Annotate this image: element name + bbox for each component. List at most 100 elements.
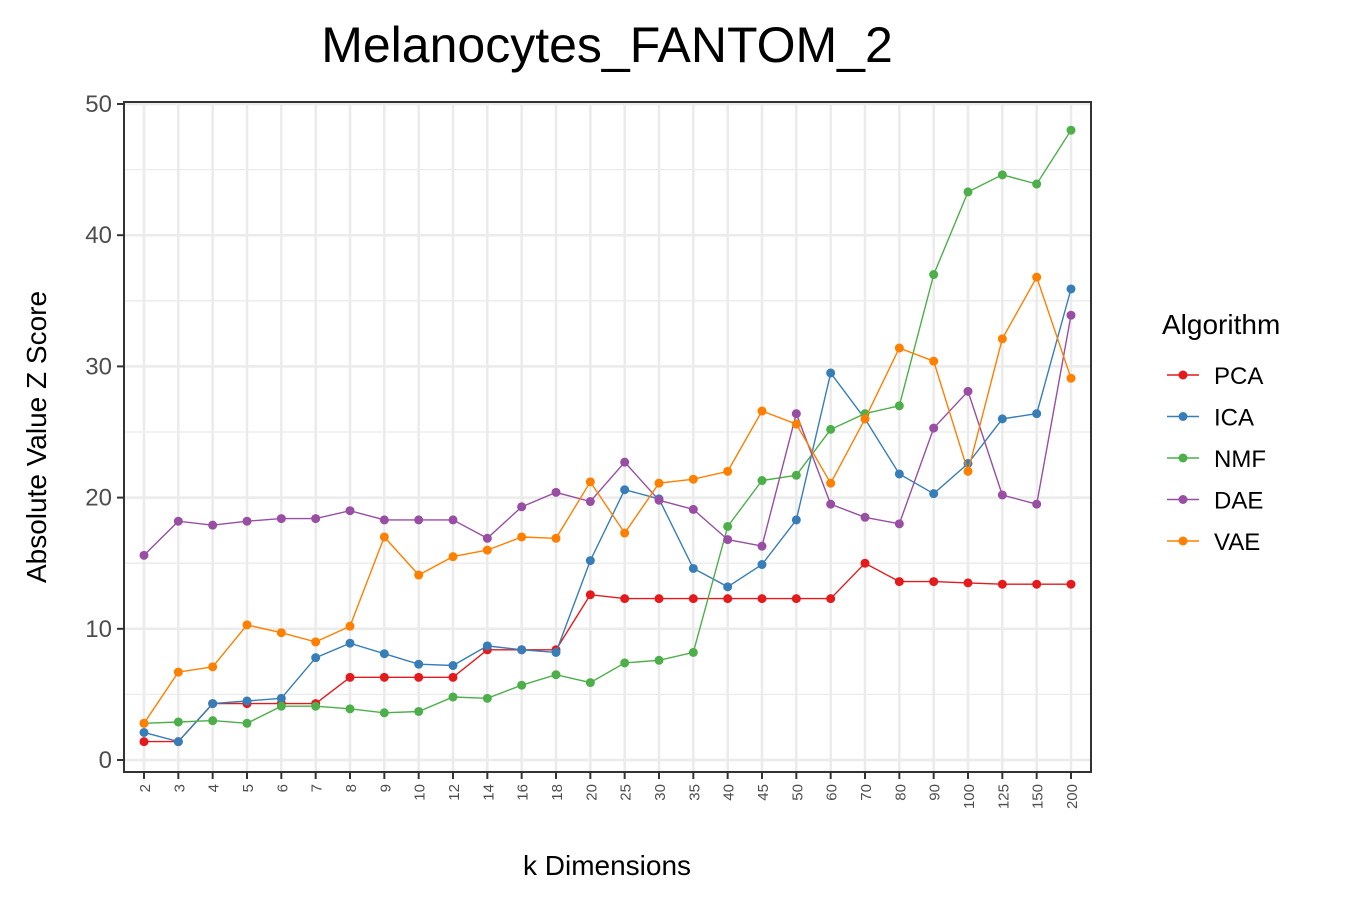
series-group (139, 125, 1076, 747)
y-axis: 0 10 20 30 40 50 (85, 91, 124, 774)
x-tick-label: 12 (446, 784, 463, 801)
data-point-pca (654, 594, 664, 604)
data-point-dae (826, 499, 836, 509)
data-point-vae (1066, 373, 1076, 383)
data-point-nmf (414, 706, 424, 716)
data-point-dae (379, 515, 389, 525)
data-point-ica (551, 647, 561, 657)
legend-label-vae: VAE (1214, 529, 1260, 556)
x-tick-label: 4 (206, 784, 223, 792)
x-tick-label: 40 (721, 784, 738, 801)
x-tick-label: 45 (755, 784, 772, 801)
data-point-dae (448, 515, 458, 525)
legend-label-dae: DAE (1214, 488, 1263, 515)
data-point-nmf (1066, 125, 1076, 135)
x-tick-label: 10 (412, 784, 429, 801)
data-point-nmf (963, 187, 973, 197)
data-point-ica (620, 485, 630, 495)
data-point-dae (517, 502, 527, 512)
data-point-vae (723, 466, 733, 476)
data-point-nmf (482, 693, 492, 703)
x-tick-label: 30 (652, 784, 669, 801)
data-point-vae (345, 621, 355, 631)
data-point-dae (139, 550, 149, 560)
data-point-ica (723, 582, 733, 592)
data-point-nmf (894, 401, 904, 411)
data-point-vae (860, 414, 870, 424)
data-point-ica (482, 641, 492, 651)
legend-key-point-ica (1178, 412, 1188, 421)
data-point-dae (173, 516, 183, 526)
data-point-pca (345, 672, 355, 682)
legend: Algorithm PCA ICA NMF DAE VAE (1162, 309, 1280, 556)
data-point-dae (1066, 310, 1076, 320)
x-tick-label: 35 (686, 784, 703, 801)
data-point-ica (791, 515, 801, 525)
data-point-vae (585, 477, 595, 487)
x-tick-label: 150 (1030, 784, 1047, 809)
data-point-ica (379, 649, 389, 659)
x-tick-label: 5 (240, 784, 257, 792)
grid (124, 102, 1091, 772)
data-point-nmf (517, 680, 527, 690)
data-point-nmf (551, 670, 561, 680)
data-point-pca (139, 737, 149, 747)
data-point-vae (311, 637, 321, 647)
y-tick-label: 30 (85, 353, 112, 380)
y-tick-label: 20 (85, 485, 112, 512)
x-tick-label: 7 (309, 784, 326, 792)
data-point-ica (242, 696, 252, 706)
data-point-nmf (379, 708, 389, 718)
data-point-ica (311, 653, 321, 663)
data-point-nmf (688, 647, 698, 657)
data-point-vae (620, 528, 630, 538)
legend-title: Algorithm (1162, 309, 1280, 340)
data-point-nmf (997, 170, 1007, 180)
data-point-ica (894, 469, 904, 479)
data-point-dae (414, 515, 424, 525)
data-point-pca (757, 594, 767, 604)
data-point-pca (929, 577, 939, 587)
x-tick-label: 90 (927, 784, 944, 801)
data-point-vae (139, 718, 149, 728)
data-point-pca (723, 594, 733, 604)
data-point-nmf (723, 521, 733, 531)
data-point-vae (173, 667, 183, 677)
data-point-dae (963, 386, 973, 396)
data-point-dae (208, 520, 218, 530)
data-point-dae (551, 487, 561, 497)
series-line-pca (144, 562, 1071, 743)
x-tick-label: 18 (549, 784, 566, 801)
data-point-vae (997, 334, 1007, 344)
data-point-dae (929, 423, 939, 433)
data-point-pca (997, 579, 1007, 589)
data-point-pca (414, 672, 424, 682)
x-tick-label: 20 (583, 784, 600, 801)
data-point-dae (860, 512, 870, 522)
x-tick-label: 200 (1064, 784, 1081, 809)
data-point-vae (826, 478, 836, 488)
data-point-nmf (208, 716, 218, 726)
data-point-dae (345, 506, 355, 516)
data-point-vae (654, 478, 664, 488)
series-line-ica (143, 288, 1072, 743)
data-point-dae (585, 497, 595, 507)
data-point-dae (242, 516, 252, 526)
data-point-ica (826, 368, 836, 378)
data-point-pca (688, 594, 698, 604)
data-point-dae (997, 490, 1007, 500)
data-point-dae (482, 533, 492, 543)
data-point-nmf (448, 692, 458, 702)
x-tick-label: 8 (343, 784, 360, 792)
y-tick-label: 10 (85, 616, 112, 643)
x-tick-label: 25 (618, 784, 635, 801)
data-point-dae (311, 514, 321, 524)
data-point-nmf (1032, 179, 1042, 189)
data-point-ica (929, 489, 939, 499)
x-tick-label: 80 (892, 784, 909, 801)
x-tick-label: 2 (137, 784, 154, 792)
x-tick-label: 16 (515, 784, 532, 801)
data-point-ica (276, 693, 286, 703)
